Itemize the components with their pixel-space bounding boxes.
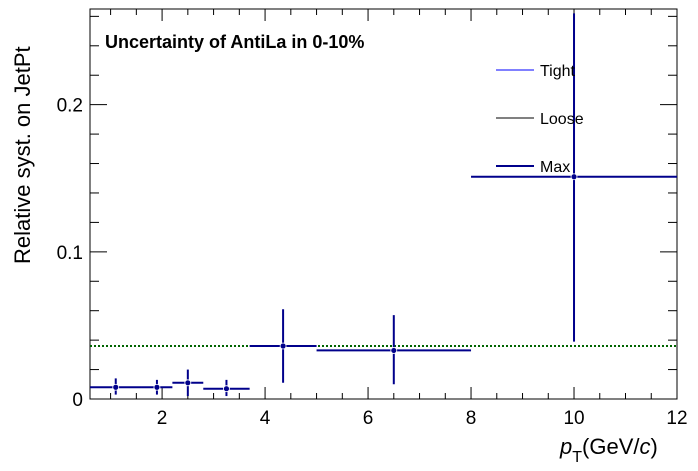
legend-label: Tight <box>540 63 576 80</box>
x-tick-label: 6 <box>363 408 374 429</box>
x-axis-title-var: p <box>559 434 572 459</box>
y-axis-title: Relative syst. on JetPt <box>10 46 35 264</box>
x-axis-title-sub: T <box>572 449 582 466</box>
data-point <box>112 383 120 391</box>
data-point <box>390 347 398 354</box>
x-tick-label: 8 <box>466 408 477 429</box>
x-axis-title-units: (GeV/ <box>582 434 640 459</box>
data-point <box>223 385 230 393</box>
y-axis: 0 0.1 0.2 <box>57 15 677 411</box>
x-axis-title-c: c <box>640 434 651 459</box>
data-points <box>90 13 677 397</box>
data-point <box>570 173 578 181</box>
x-tick-label: 12 <box>666 408 687 429</box>
y-tick-label: 0.2 <box>57 96 83 117</box>
x-axis-title-close: ) <box>651 434 658 459</box>
x-tick-label: 4 <box>260 408 271 429</box>
y-tick-label: 0.1 <box>57 243 83 264</box>
legend: Tight Loose Max <box>496 63 584 176</box>
x-tick-label: 10 <box>563 408 584 429</box>
legend-label: Max <box>540 159 570 176</box>
x-tick-label: 2 <box>157 408 168 429</box>
data-point <box>153 383 161 391</box>
legend-label: Loose <box>540 111 584 128</box>
data-point <box>279 342 287 350</box>
y-tick-label: 0 <box>72 390 83 411</box>
x-axis-title: pT(GeV/c) <box>559 434 658 466</box>
chart-title: Uncertainty of AntiLa in 0-10% <box>105 32 364 52</box>
data-point <box>184 379 192 387</box>
plot-frame <box>89 8 678 400</box>
x-axis: 2 4 6 8 10 12 <box>110 9 688 429</box>
